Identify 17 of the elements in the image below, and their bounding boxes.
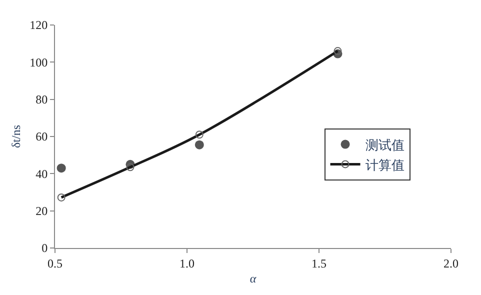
point — [56, 164, 66, 173]
legend-label: 计算值 — [365, 157, 404, 172]
x-axis-title: α — [250, 271, 257, 286]
y-tick-label: 0 — [42, 241, 48, 256]
x-tick-label: 1.5 — [312, 256, 326, 270]
y-tick-label: 120 — [30, 18, 48, 32]
y-tick-label: 20 — [36, 204, 48, 218]
y-axis-title: δt/ns — [8, 124, 23, 148]
point — [194, 140, 204, 150]
x-tick-label: 0.5 — [48, 256, 62, 270]
legend-label: 测试值 — [365, 137, 404, 152]
y-tick-label: 60 — [36, 130, 48, 144]
y-tick-label: 40 — [36, 166, 48, 181]
y-tick-label: 80 — [36, 92, 48, 107]
x-tick-label: 2.0 — [444, 256, 458, 270]
x-tick-label: 1.0 — [180, 256, 194, 270]
y-tick-label: 100 — [30, 55, 48, 70]
